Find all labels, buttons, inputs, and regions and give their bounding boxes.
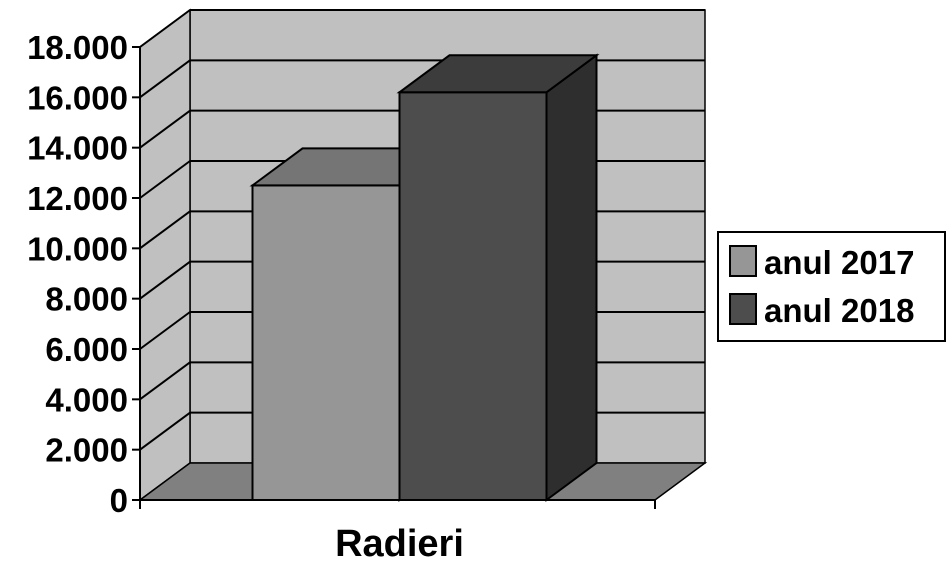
legend-label: anul 2018 (764, 292, 914, 329)
gridline-side (139, 160, 191, 199)
bars (249, 53, 600, 502)
bar-top (396, 54, 600, 94)
x-axis: Radieri (139, 499, 656, 563)
y-tick-label: 6.000 (45, 331, 128, 368)
gridline-side (139, 260, 191, 300)
gridline-side (139, 411, 191, 451)
y-tick-label: 12.000 (27, 180, 128, 217)
side-wall (139, 8, 191, 502)
gridline-side (139, 361, 191, 401)
y-tick-label: 10.000 (27, 230, 128, 267)
y-tick-label: 8.000 (45, 281, 128, 318)
gridline-side (139, 59, 191, 99)
bar-side (545, 53, 598, 502)
bar-anul-2017 (251, 184, 401, 502)
y-axis: 0 2.000 4.000 6.000 8.000 10.000 12.000 14.000 1… (27, 29, 141, 519)
y-tick-label: 14.000 (27, 130, 128, 167)
y-tick-label: 0 (110, 482, 128, 519)
legend-label: anul 2017 (764, 244, 914, 281)
legend-swatch (729, 245, 757, 277)
gridline-side (139, 109, 191, 149)
gridline-side (139, 311, 191, 350)
legend: anul 2017 anul 2018 (717, 231, 946, 342)
y-tick-label: 2.000 (45, 432, 128, 469)
gridline-side (139, 9, 191, 48)
y-tick-label: 16.000 (27, 79, 128, 116)
legend-swatch (729, 293, 757, 325)
y-tick-label: 4.000 (45, 381, 128, 418)
y-tick-label: 18.000 (27, 29, 128, 66)
bar-anul-2018 (398, 91, 548, 502)
category-label: Radieri (335, 523, 464, 563)
gridline-side (139, 210, 191, 250)
